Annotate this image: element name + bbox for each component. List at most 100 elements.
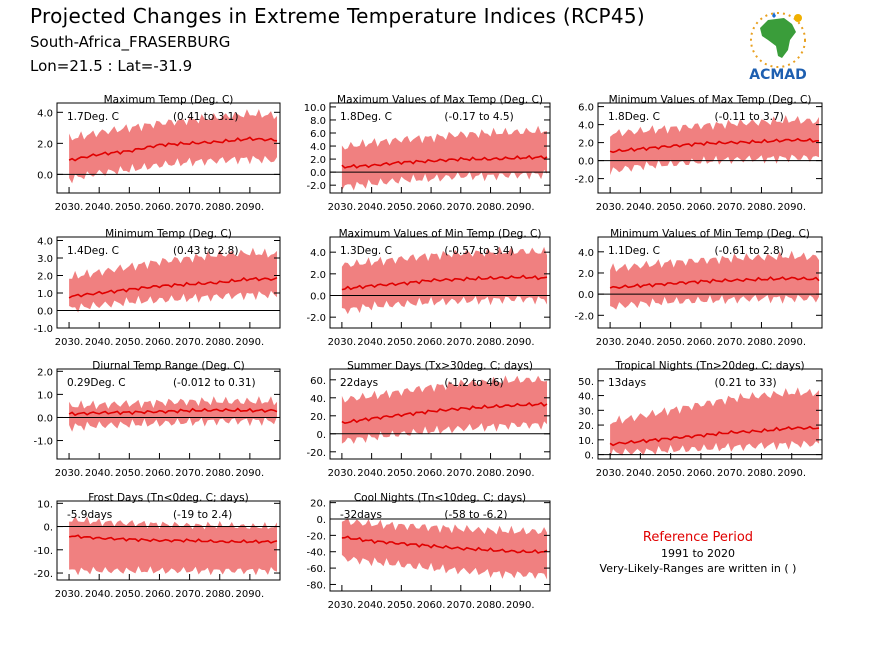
change-value: 1.7Deg. C <box>67 111 119 123</box>
y-tick-label: 40. <box>310 394 326 405</box>
chart-panel: 50. 40. 30. 20. 10. 0.2030. 2040. 2050. 2060. 207… <box>578 360 823 479</box>
x-tick-label: 2060. <box>145 589 174 600</box>
y-tick-label: 1.0 <box>37 289 53 300</box>
y-tick-label: 50. <box>578 377 594 388</box>
plot-frame <box>329 368 551 460</box>
likely-range: (-0.61 to 2.8) <box>714 245 783 257</box>
x-tick-label: 2080. <box>747 202 776 213</box>
chart-panel: 60. 40. 20. 0. -20.2030. 2040. 2050. 2060. 2070.… <box>306 360 551 479</box>
y-tick-label: -20. <box>33 569 53 580</box>
median-line <box>609 425 820 447</box>
x-tick-label: 2090. <box>777 202 806 213</box>
x-tick-label: 2030. <box>55 202 84 213</box>
x-tick-label: 2090. <box>506 337 535 348</box>
x-tick-label: 2030. <box>596 337 625 348</box>
x-tick-label: 2060. <box>687 468 716 479</box>
change-value: -32days <box>340 509 382 521</box>
y-tick-label: 0. <box>316 515 326 526</box>
x-tick-label: 2030. <box>596 202 625 213</box>
x-tick-label: 2050. <box>656 337 685 348</box>
median-line <box>341 154 548 169</box>
x-tick-label: 2080. <box>476 337 505 348</box>
chart-panel: 10.0.-10.-20.2030. 2040. 2050. 2060. 2070. 20… <box>33 492 281 600</box>
x-tick-label: 2030. <box>328 202 357 213</box>
x-tick-label: 2090. <box>236 589 265 600</box>
y-tick-label: 0. <box>316 430 326 441</box>
x-tick-label: 2060. <box>417 337 446 348</box>
y-tick-label: 2.0 <box>578 269 594 280</box>
y-tick-label: 2.0 <box>37 139 53 150</box>
y-tick-label: 20. <box>310 412 326 423</box>
change-value: 1.1Deg. C <box>608 245 660 257</box>
y-tick-label: 0.0 <box>578 157 594 168</box>
x-tick-label: 2070. <box>446 600 475 611</box>
change-value: 1.4Deg. C <box>67 245 119 257</box>
x-tick-label: 2050. <box>387 202 416 213</box>
x-tick-label: 2070. <box>446 337 475 348</box>
x-tick-label: 2030. <box>596 468 625 479</box>
likely-range: (0.43 to 2.8) <box>173 245 239 257</box>
x-tick-label: 2080. <box>476 468 505 479</box>
x-tick-label: 2040. <box>357 468 386 479</box>
x-tick-label: 2030. <box>328 600 357 611</box>
y-tick-label: -40. <box>306 548 326 559</box>
x-tick-label: 2090. <box>236 337 265 348</box>
x-tick-label: 2030. <box>328 337 357 348</box>
reference-years: 1991 to 2020 <box>660 547 736 560</box>
uncertainty-band <box>69 109 277 184</box>
y-tick-label: -2.0 <box>306 181 326 192</box>
plot-frame <box>597 102 823 194</box>
median-line <box>68 534 278 544</box>
x-tick-label: 2040. <box>626 468 655 479</box>
x-tick-label: 2070. <box>717 202 746 213</box>
panel-title: Cool Nights (Tn<10deg. C; days) <box>354 492 526 504</box>
median-line <box>609 276 820 289</box>
y-tick-label: -20. <box>306 531 326 542</box>
chart-panel: 20. 0. -20. -40. -60. -80.2030. 2040. 2050. 2060… <box>306 492 551 611</box>
africa-map-logo: ACMAD <box>749 12 807 82</box>
change-value: 0.29Deg. C <box>67 377 126 389</box>
x-tick-label: 2090. <box>236 468 265 479</box>
x-tick-label: 2090. <box>506 202 535 213</box>
y-tick-label: 0.0 <box>37 413 53 424</box>
reference-note: Very-Likely-Ranges are written in ( ) <box>599 562 797 575</box>
y-tick-label: 0. <box>43 523 53 534</box>
uncertainty-band <box>69 396 277 432</box>
y-tick-label: -60. <box>306 564 326 575</box>
y-tick-label: 20. <box>578 421 594 432</box>
station-name: South-Africa_FRASERBURG <box>30 33 231 51</box>
x-tick-label: 2030. <box>328 468 357 479</box>
y-tick-label: 10. <box>37 499 53 510</box>
likely-range: (0.21 to 33) <box>714 377 776 389</box>
median-line <box>609 137 820 154</box>
y-tick-label: 2.0 <box>37 272 53 283</box>
plot-frame <box>329 102 551 194</box>
y-tick-label: 2.0 <box>37 367 53 378</box>
panel-title: Diurnal Temp Range (Deg. C) <box>92 360 244 372</box>
change-value: 1.3Deg. C <box>340 245 392 257</box>
chart-panel: 4.0 2.0 0.0 2030. 2040. 2050. 2060. 2070. 2080. 2… <box>37 94 281 213</box>
x-tick-label: 2050. <box>656 468 685 479</box>
median-line <box>341 401 548 425</box>
y-tick-label: -2.0 <box>574 175 594 186</box>
plot-frame <box>597 368 823 460</box>
y-tick-label: 0.0 <box>310 168 326 179</box>
y-tick-label: 4.0 <box>310 142 326 153</box>
x-tick-label: 2070. <box>175 202 204 213</box>
y-tick-label: 60. <box>310 376 326 387</box>
x-tick-label: 2060. <box>145 468 174 479</box>
likely-range: (-58 to -6.2) <box>444 509 507 521</box>
y-tick-label: 4.0 <box>310 248 326 259</box>
y-tick-label: -10. <box>33 546 53 557</box>
plot-frame <box>329 500 551 592</box>
x-tick-label: 2050. <box>656 202 685 213</box>
x-tick-label: 2050. <box>115 337 144 348</box>
panel-title: Tropical Nights (Tn>20deg. C; days) <box>614 360 804 372</box>
x-tick-label: 2050. <box>115 468 144 479</box>
y-tick-label: 0. <box>584 451 594 462</box>
y-tick-label: 2.0 <box>310 155 326 166</box>
